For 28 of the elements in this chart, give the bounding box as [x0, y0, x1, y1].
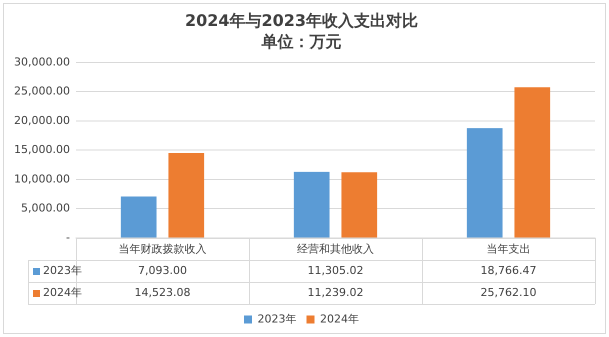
data-label: 11,305.02	[308, 264, 364, 277]
text: 2023年	[258, 312, 297, 326]
y-tick-label: -	[66, 230, 70, 244]
y-tick-label: 5,000.00	[21, 202, 70, 215]
bar	[120, 196, 157, 238]
x-tick-label: 当年支出	[486, 242, 530, 256]
data-label: 7,093.00	[138, 264, 187, 277]
chart-title: 2024年与2023年收入支出对比	[184, 10, 418, 30]
x-tick-label: 经营和其他收入	[296, 242, 374, 256]
y-tick-label: 20,000.00	[14, 114, 70, 127]
bar	[514, 87, 550, 238]
x-tick-label: 当年财政拨款收入	[118, 242, 206, 256]
y-tick-label: 15,000.00	[14, 143, 70, 156]
data-label: 25,762.10	[480, 286, 536, 299]
data-label: 11,239.02	[308, 286, 364, 299]
bar	[341, 172, 378, 238]
legend-label: 2024年	[320, 312, 359, 326]
data-label: 14,523.08	[134, 286, 190, 299]
bar	[168, 152, 204, 238]
text: 2024年	[43, 286, 82, 299]
bar	[294, 172, 330, 238]
data-label: 18,766.47	[480, 264, 536, 277]
y-tick-label: 10,000.00	[14, 172, 70, 186]
bar	[466, 128, 503, 238]
y-tick-label: 30,000.00	[14, 55, 70, 68]
y-tick-label: 25,000.00	[14, 84, 70, 98]
legend-label: 2023年	[43, 264, 82, 277]
chart-subtitle: 单位：万元	[260, 32, 342, 51]
